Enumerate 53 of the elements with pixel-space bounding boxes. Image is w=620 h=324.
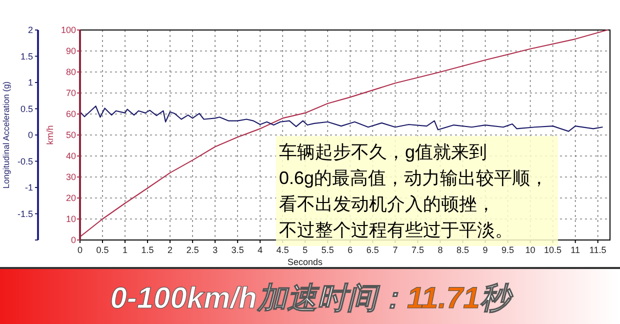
- x-tick-label: 8: [438, 245, 443, 255]
- x-tick-label: 2: [168, 245, 173, 255]
- x-tick-label: 6: [348, 245, 353, 255]
- y2-tick-label: 0: [28, 130, 33, 140]
- y-tick-label: 80: [66, 67, 76, 77]
- y-tick-label: 50: [66, 130, 76, 140]
- y-tick-label: 10: [66, 214, 76, 224]
- x-tick-label: 7: [392, 245, 398, 255]
- y-tick-label: 60: [66, 109, 76, 119]
- y2-tick-label: -0.5: [17, 156, 33, 166]
- y-tick-label: 70: [66, 88, 76, 98]
- x-tick-label: 6.5: [366, 245, 379, 255]
- x-tick-label: 10: [525, 245, 536, 255]
- x-tick-label: 4.5: [276, 245, 289, 255]
- line-series: [79, 106, 603, 132]
- x-tick-label: 9: [482, 245, 488, 255]
- x-tick-label: 5: [302, 245, 308, 255]
- x-tick-label: 0.5: [96, 245, 109, 255]
- annotation: 看不出发动机介入的顿挫，: [279, 194, 495, 214]
- x-tick-label: 2.5: [186, 245, 199, 255]
- y2-axis-title: Longitudinal Acceleration (g): [1, 81, 11, 189]
- y-tick-label: 0: [70, 235, 76, 245]
- y-tick-label: 30: [66, 172, 76, 182]
- y2-tick-label: 2: [28, 25, 33, 35]
- y2-tick-label: -1.5: [17, 208, 33, 219]
- x-tick-label: 11.5: [589, 245, 606, 255]
- x-tick-label: 11: [570, 245, 580, 255]
- x-tick-label: 3.5: [231, 245, 244, 255]
- x-tick-label: 4: [258, 245, 263, 255]
- annotation: 不过整个过程有些过于平淡。: [279, 220, 513, 240]
- x-tick-label: 1.5: [141, 245, 154, 255]
- x-tick-label: 7.5: [411, 245, 424, 255]
- y-tick-label: 90: [66, 46, 76, 56]
- y2-tick-label: 1.5: [20, 51, 33, 62]
- y-tick-label: 40: [66, 151, 76, 161]
- annotation: 0.6g的最高值，动力输出较平顺，: [279, 168, 548, 188]
- x-tick-label: 0: [77, 245, 83, 255]
- x-tick-label: 3: [212, 245, 218, 255]
- text: 0-100km/h加速时间：11.71秒: [110, 282, 514, 315]
- x-tick-label: 10.5: [544, 245, 562, 255]
- line-series: [79, 29, 608, 238]
- x-tick-label: 9.5: [502, 245, 514, 255]
- x-axis-title: Seconds: [287, 257, 324, 267]
- x-tick-label: 5.5: [321, 245, 334, 255]
- y-tick-label: 20: [66, 193, 76, 203]
- y-axis-title: km/h: [45, 125, 55, 145]
- annotation: 车辆起步不久，g值就来到: [279, 142, 488, 162]
- x-tick-label: 8.5: [456, 245, 470, 255]
- y2-tick-label: 1: [28, 78, 33, 88]
- y2-tick-label: 0.5: [20, 104, 33, 114]
- x-tick-label: 1: [122, 245, 128, 255]
- y2-tick-label: -1: [24, 182, 33, 192]
- y-tick-label: 100: [60, 25, 76, 35]
